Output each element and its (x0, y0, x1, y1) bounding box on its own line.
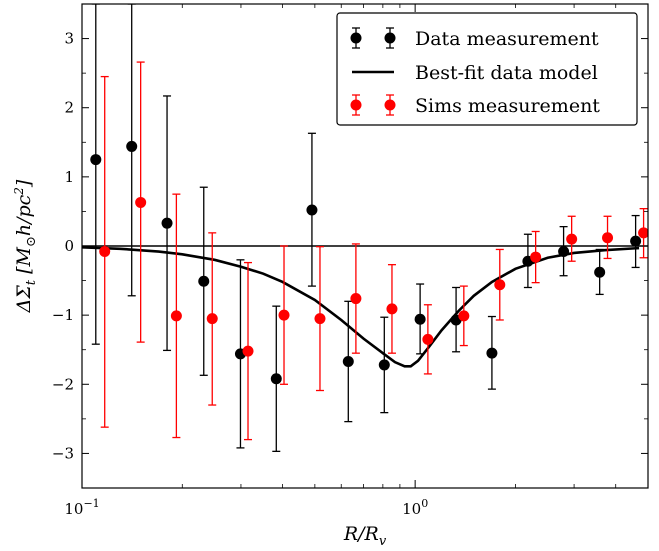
data-point-2 (161, 95, 173, 352)
axis-ticks (81, 3, 649, 489)
y-tick-label-5: 2 (64, 99, 74, 117)
x-axis-label: R/Rv (343, 523, 387, 549)
sims-point-12 (530, 230, 542, 284)
sims-point-5 (278, 245, 290, 385)
y-tick-label-3: 0 (64, 237, 74, 255)
data-point-0 (90, 4, 102, 345)
y-tick-label-6: 3 (64, 30, 74, 48)
y-axis-label: ΔΣt [M⊙h/pc2] (12, 179, 39, 313)
data-point-11 (486, 315, 498, 390)
sims-point-8 (386, 264, 398, 354)
y-tick-label-0: −3 (52, 444, 74, 462)
legend-item-0: Data measurement (350, 27, 599, 50)
sims-point-4 (242, 261, 254, 441)
legend-item-1: Best-fit data model (352, 62, 598, 84)
data-layer (82, 4, 648, 453)
data-point-13 (558, 225, 570, 277)
x-tick-label-0: 10−1 (64, 497, 99, 518)
legend-item-2: Sims measurement (350, 94, 600, 117)
sims-point-14 (602, 215, 614, 260)
data-point-6 (306, 132, 318, 287)
y-tick-label-4: 1 (64, 168, 74, 186)
sims-point-2 (170, 193, 182, 439)
data-point-14 (594, 248, 606, 296)
sims-point-9 (422, 304, 434, 375)
legend-label-0: Data measurement (415, 28, 599, 50)
sims-point-11 (494, 248, 506, 321)
data-point-7 (342, 300, 354, 423)
sims-point-10 (458, 285, 470, 347)
legend-label-2: Sims measurement (415, 95, 600, 117)
legend-label-1: Best-fit data model (415, 62, 598, 84)
sims-point-1 (135, 61, 147, 343)
data-point-9 (414, 283, 426, 355)
sims-point-7 (350, 243, 362, 354)
data-point-8 (378, 316, 390, 414)
axis-labels: −3 −2 −1 0 1 2 3 10−1 100 R/Rv ΔΣt [M⊙h/pc2] (12, 30, 428, 549)
sims-point-0 (99, 75, 111, 428)
sims-point-15 (638, 208, 648, 259)
sims-point-6 (314, 246, 326, 392)
legend-box (336, 12, 638, 126)
legend: Data measurement Best-fit data model Sims … (336, 12, 638, 126)
data-point-3 (198, 186, 210, 376)
x-tick-label-1: 100 (402, 497, 428, 518)
data-point-1 (126, 4, 138, 297)
data-point-15 (630, 214, 642, 269)
sims-point-3 (206, 232, 218, 406)
series-line-best-fit-model (82, 246, 640, 368)
sims-point-13 (566, 215, 578, 262)
data-point-5 (270, 305, 282, 453)
y-tick-label-2: −1 (52, 306, 74, 324)
y-tick-label-1: −2 (52, 375, 74, 393)
